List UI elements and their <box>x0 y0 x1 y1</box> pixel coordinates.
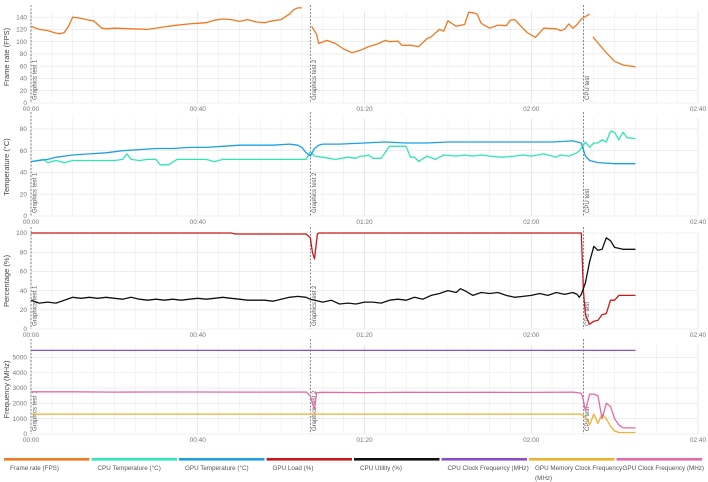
legend-swatch <box>529 458 615 461</box>
x-tick-label: 00:40 <box>190 219 207 226</box>
legend-swatch <box>354 458 440 461</box>
y-axis-label: Frequency (MHz) <box>2 360 11 418</box>
y-tick-label: 80 <box>20 249 28 256</box>
x-tick-label: 00:00 <box>23 332 40 339</box>
chart-panel-4: 0 1000 2000 3000 4000 5000 00:00 00:40 01:20 02:0… <box>2 339 707 444</box>
legend-label: GPU Load (%) <box>273 465 314 472</box>
legend-swatch <box>616 458 702 461</box>
legend-swatch <box>179 458 265 461</box>
y-tick-label: 3000 <box>13 385 28 392</box>
y-tick-label: 0 <box>23 431 27 438</box>
chart-panel-1: 0 20 40 60 80 100 120 140 00:00 00:40 01:20 02:00 02… <box>2 5 707 113</box>
test-marker-label: Graphics test 1 <box>33 285 39 326</box>
series-line-gpu-temp <box>30 140 636 165</box>
y-tick-label: 40 <box>20 170 28 177</box>
y-tick-label: 1000 <box>13 416 28 423</box>
y-tick-label: 140 <box>16 14 27 21</box>
x-tick-label: 00:00 <box>23 106 40 113</box>
y-axis-label: Frame rate (FPS) <box>2 27 11 86</box>
legend-label: GPU Clock Frequency (MHz) <box>623 465 705 472</box>
x-tick-label: 02:40 <box>690 106 707 113</box>
x-tick-label: 02:40 <box>690 332 707 339</box>
y-tick-label: 80 <box>20 51 28 58</box>
y-tick-label: 2000 <box>13 401 28 408</box>
y-tick-label: 20 <box>20 307 28 314</box>
y-tick-label: 100 <box>16 230 27 237</box>
legend-swatch <box>266 458 352 461</box>
test-marker-label: CPU test <box>585 302 591 326</box>
y-tick-label: 20 <box>20 88 28 95</box>
test-marker-label: CPU test <box>585 76 591 100</box>
test-marker-label: CPU test <box>585 407 591 431</box>
x-tick-label: 02:40 <box>690 437 707 444</box>
legend-label: (MHz) <box>535 475 552 482</box>
y-tick-label: 0 <box>23 100 27 107</box>
y-tick-label: 0 <box>23 326 27 333</box>
series-line-gpu-mem-clock <box>31 413 636 434</box>
series-line-cpu-temp <box>30 130 636 166</box>
y-tick-label: 0 <box>23 213 27 220</box>
test-marker-label: Graphics test 2 <box>312 390 318 431</box>
chart-panel-2: 0 20 40 60 80 00:00 00:40 01:20 02:00 02:40 Temper… <box>2 112 707 226</box>
series-line-gpu-clock <box>31 391 636 429</box>
legend-swatch <box>91 458 177 461</box>
x-tick-label: 02:00 <box>523 332 540 339</box>
y-axis-label: Percentage (%) <box>2 254 11 307</box>
legend-label: GPU Memory Clock Frequency <box>535 465 623 472</box>
test-marker-label: CPU test <box>585 189 591 213</box>
y-tick-label: 40 <box>20 76 28 83</box>
x-tick-label: 02:00 <box>523 437 540 444</box>
legend-label: GPU Temperature (°C) <box>185 464 249 472</box>
legend-label: Frame rate (FPS) <box>10 465 59 472</box>
x-tick-label: 02:40 <box>690 219 707 226</box>
series-line-fps <box>30 7 636 68</box>
legend-label: CPU Utility (%) <box>360 465 402 472</box>
y-tick-label: 60 <box>20 148 28 155</box>
test-marker-label: Graphics test 2 <box>312 172 318 213</box>
test-marker-label: Graphics test 2 <box>312 285 318 326</box>
chart-panel-3: 0 20 40 60 80 100 00:00 00:40 01:20 02:00 02:40 Per… <box>2 227 707 339</box>
legend-swatch <box>441 458 527 461</box>
y-tick-label: 60 <box>20 269 28 276</box>
test-marker-label: Graphics test 1 <box>33 390 39 431</box>
y-tick-label: 20 <box>20 191 28 198</box>
series-line-gpu-load <box>31 232 636 325</box>
x-tick-label: 00:40 <box>190 332 207 339</box>
legend-label: CPU Temperature (°C) <box>98 464 161 472</box>
x-tick-label: 00:40 <box>190 106 207 113</box>
x-tick-label: 01:20 <box>356 106 373 113</box>
x-tick-label: 01:20 <box>356 332 373 339</box>
x-tick-label: 00:00 <box>23 437 40 444</box>
y-tick-label: 4000 <box>13 370 28 377</box>
test-marker-label: Graphics test 2 <box>312 59 318 100</box>
y-tick-label: 80 <box>20 126 28 133</box>
test-marker-label: Graphics test 1 <box>33 172 39 213</box>
y-tick-label: 100 <box>16 39 27 46</box>
x-tick-label: 01:20 <box>356 437 373 444</box>
test-marker-label: Graphics test 1 <box>33 59 39 100</box>
series-line-cpu-util <box>30 237 636 305</box>
y-axis-label: Temperature (°C) <box>2 138 11 196</box>
y-tick-label: 60 <box>20 63 28 70</box>
y-tick-label: 120 <box>16 27 27 34</box>
legend-label: CPU Clock Frequency (MHz) <box>448 465 529 472</box>
x-tick-label: 00:40 <box>190 437 207 444</box>
y-tick-label: 40 <box>20 288 28 295</box>
x-tick-label: 01:20 <box>356 219 373 226</box>
x-tick-label: 02:00 <box>523 106 540 113</box>
y-tick-label: 5000 <box>13 354 28 361</box>
legend-swatch <box>4 458 90 461</box>
x-tick-label: 00:00 <box>23 219 40 226</box>
legend: Frame rate (FPS) CPU Temperature (°C) GPU … <box>4 458 704 482</box>
x-tick-label: 02:00 <box>523 219 540 226</box>
